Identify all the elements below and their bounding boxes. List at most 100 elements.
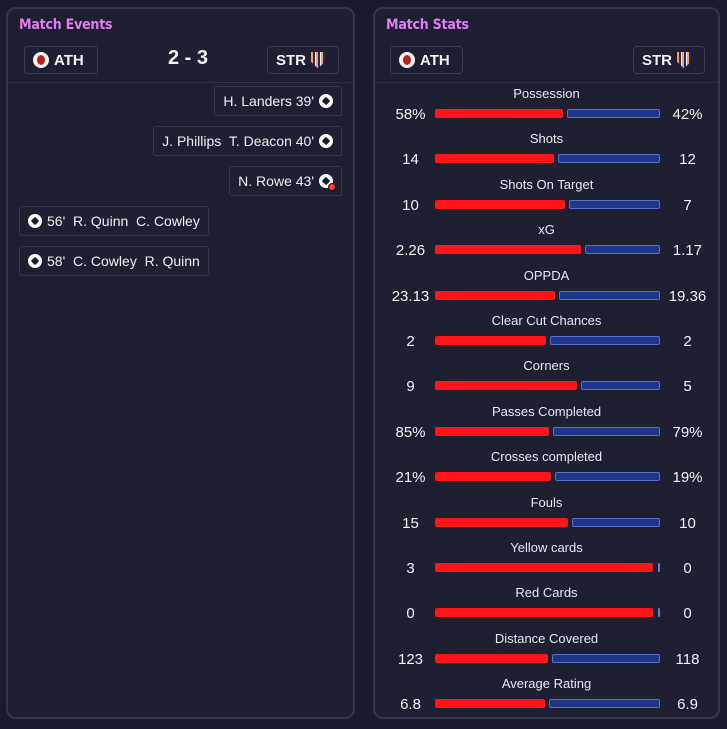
goal-icon (28, 254, 42, 268)
panel-title: Match Stats (386, 17, 469, 33)
stat-name: Yellow cards (510, 540, 583, 555)
stat-row: Red Cards 0 0 (375, 585, 718, 630)
stat-name: Distance Covered (494, 630, 599, 646)
away-bar (569, 199, 660, 209)
event-text: 58' C. Cowley R. Quinn (47, 253, 200, 269)
away-bar (553, 426, 660, 436)
away-stat-value: 6.9 (677, 696, 698, 714)
home-team-name: ATH (420, 51, 450, 69)
home-stat-value: 0 (406, 605, 415, 623)
home-bar (435, 608, 653, 618)
home-bar (435, 199, 565, 209)
stat-row: Average Rating 6.8 6.9 (375, 676, 718, 721)
away-stat-value: 2 (683, 333, 692, 350)
away-team-badge[interactable]: STR (267, 46, 339, 74)
home-stat-value: 85% (395, 423, 426, 441)
stat-name: Shots (529, 131, 564, 147)
away-stat-value: 12 (679, 151, 696, 169)
str-crest-icon (677, 51, 691, 69)
home-team-name: ATH (54, 51, 84, 69)
away-bar (549, 699, 660, 709)
away-bar (555, 472, 660, 482)
away-team-name: STR (642, 51, 672, 69)
event-item[interactable]: 56' R. Quinn C. Cowley (19, 206, 209, 236)
away-stat-value: 0 (683, 560, 692, 577)
stat-bar (435, 199, 660, 209)
stat-bar (435, 290, 660, 300)
stat-bar (435, 472, 660, 482)
divider (375, 82, 718, 83)
stat-bar (435, 517, 660, 527)
home-bar (435, 653, 548, 663)
home-stat-value: 3 (406, 560, 415, 577)
away-bar (567, 109, 660, 118)
home-stat-value: 6.8 (400, 696, 421, 714)
stat-row: Distance Covered 123 118 (375, 631, 718, 676)
home-stat-value: 9 (406, 378, 415, 396)
stat-bar (435, 426, 660, 436)
away-bar (558, 154, 660, 164)
stat-name: OPPDA (523, 267, 570, 283)
goal-icon (319, 134, 333, 148)
event-item[interactable]: N. Rowe 43' (229, 166, 342, 196)
own-goal-icon (319, 174, 336, 191)
stat-name: Fouls (530, 494, 563, 510)
away-bar (658, 608, 660, 618)
home-team-badge[interactable]: ATH (24, 46, 98, 74)
away-stat-value: 42% (672, 106, 703, 123)
event-text: 56' R. Quinn C. Cowley (47, 213, 200, 229)
stat-name: Shots On Target (499, 176, 594, 192)
stat-row: Clear Cut Chances 2 2 (375, 313, 718, 358)
stat-bar (435, 154, 660, 164)
stat-name: xG (538, 222, 555, 238)
stat-name: Possession (513, 86, 580, 101)
home-stat-value: 23.13 (391, 287, 430, 305)
away-bar (658, 563, 660, 572)
away-stat-value: 7 (683, 196, 692, 214)
stat-bar (435, 653, 660, 663)
stat-bar (435, 563, 660, 572)
stat-name: Average Rating (501, 676, 592, 692)
away-stat-value: 79% (672, 423, 703, 441)
home-bar (435, 699, 545, 709)
away-team-name: STR (276, 51, 306, 69)
stat-row: Passes Completed 85% 79% (375, 404, 718, 449)
home-team-badge[interactable]: ATH (390, 46, 463, 74)
ath-crest-icon (33, 52, 49, 68)
stat-row: Yellow cards 3 0 (375, 540, 718, 585)
stat-name: Corners (523, 358, 570, 374)
away-stat-value: 0 (683, 605, 692, 623)
home-bar (435, 154, 554, 164)
home-stat-value: 21% (395, 469, 426, 487)
away-bar (572, 517, 660, 527)
stat-row: Shots 14 12 (375, 131, 718, 176)
stat-name: Red Cards (515, 585, 578, 601)
home-bar (435, 245, 581, 255)
away-stat-value: 19% (672, 469, 703, 487)
event-item[interactable]: H. Landers 39' (214, 86, 342, 116)
stat-bar (435, 336, 660, 345)
stat-row: Shots On Target 10 7 (375, 177, 718, 222)
match-score: 2 - 3 (167, 47, 209, 69)
divider (8, 82, 353, 83)
home-bar (435, 517, 568, 527)
event-item[interactable]: 58' C. Cowley R. Quinn (19, 246, 209, 276)
event-item[interactable]: J. Phillips T. Deacon 40' (153, 126, 342, 156)
stat-bar (435, 245, 660, 255)
stat-row: Crosses completed 21% 19% (375, 449, 718, 494)
away-bar (552, 653, 660, 663)
away-bar (581, 381, 660, 391)
event-text: J. Phillips T. Deacon 40' (162, 133, 314, 149)
stat-name: Passes Completed (491, 403, 602, 419)
home-bar (435, 381, 577, 391)
stat-bar (435, 109, 660, 118)
stat-name: Crosses completed (490, 449, 603, 465)
match-events-panel: Match Events ATH 2 - 3 STR H. Landers 39… (6, 7, 355, 719)
stat-row: OPPDA 23.13 19.36 (375, 268, 718, 313)
home-stat-value: 123 (397, 650, 424, 668)
stat-row: Corners 9 5 (375, 358, 718, 403)
away-team-badge[interactable]: STR (633, 46, 705, 74)
home-stat-value: 14 (402, 151, 419, 169)
goal-icon (319, 94, 333, 108)
event-text: H. Landers 39' (223, 93, 314, 109)
